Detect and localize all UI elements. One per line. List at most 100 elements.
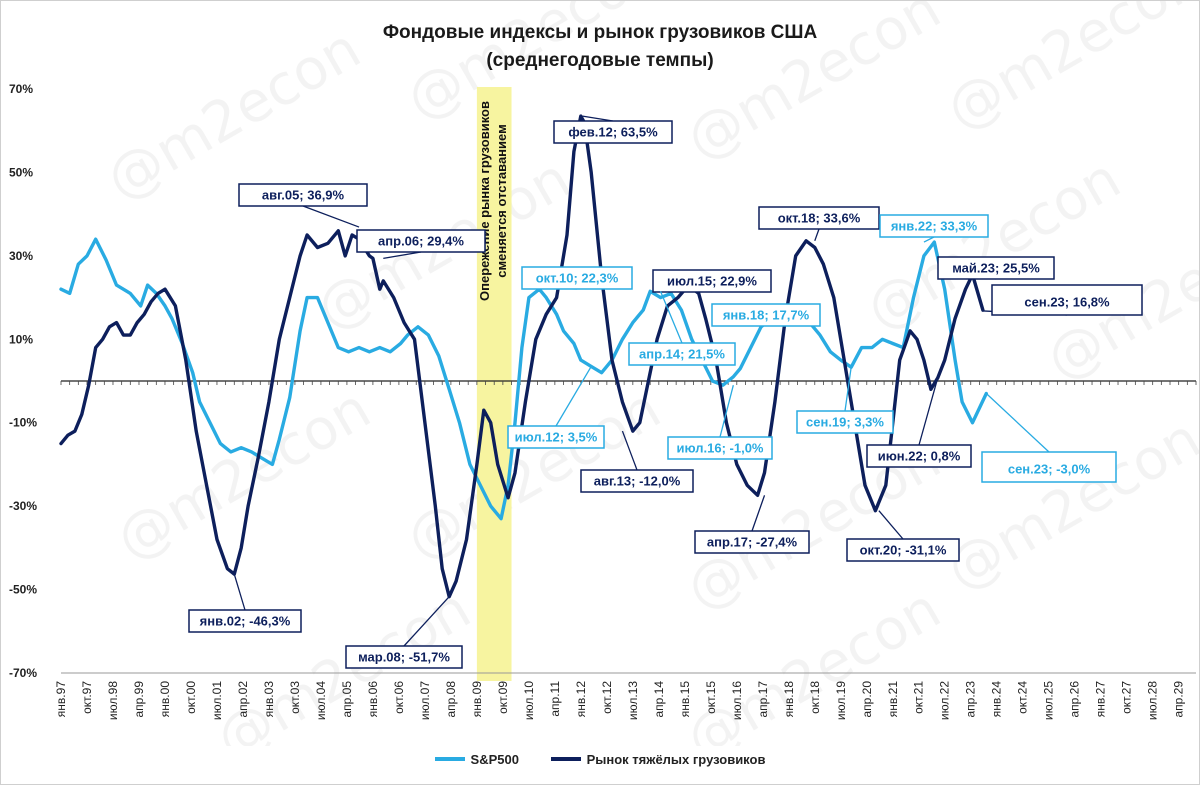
x-tick-label: апр.08	[444, 681, 458, 718]
annotation-label: окт.18; 33,6%	[778, 211, 861, 226]
x-tick-label: июл.28	[1146, 681, 1160, 720]
x-tick-label: апр.99	[132, 681, 146, 718]
annotation: мар.08; -51,7%	[345, 596, 463, 669]
legend-label-trucks: Рынок тяжёлых грузовиков	[586, 751, 766, 767]
legend-swatch-sp500	[434, 757, 465, 761]
chart-plot: @m2econ@m2econ@m2econ@m2econ@m2econ@m2ec…	[9, 1, 1200, 746]
x-tick-label: апр.17	[756, 681, 770, 718]
annotation-box	[580, 469, 694, 493]
annotation-box	[356, 229, 486, 253]
series-line-sp500	[59, 237, 988, 521]
annotation-box	[758, 206, 880, 230]
annotation: апр.06; 29,4%	[356, 229, 486, 260]
annotation-leader-line	[233, 573, 246, 611]
annotation-label: май.23; 25,5%	[952, 261, 1040, 276]
annotation: окт.10; 22,3%	[521, 266, 633, 290]
annotation-label: апр.14; 21,5%	[639, 347, 725, 362]
annotation-leader-line	[302, 205, 360, 228]
annotation-leader-line	[719, 385, 734, 438]
x-tick-label: янв.00	[158, 681, 172, 718]
annotation-label: авг.05; 36,9%	[262, 188, 345, 203]
chart-legend: S&P500 Рынок тяжёлых грузовиков	[1, 749, 1199, 767]
annotation-leader-line	[383, 251, 422, 260]
annotation-box	[553, 120, 673, 144]
legend-swatch-trucks	[550, 757, 581, 761]
annotation: май.23; 25,5%	[937, 256, 1055, 280]
legend-label-sp500: S&P500	[470, 751, 519, 767]
annotation: июл.15; 22,9%	[652, 269, 772, 293]
annotation-label: авг.13; -12,0%	[594, 474, 681, 489]
x-tick-label: июл.07	[418, 681, 432, 720]
x-tick-label: янв.12	[574, 681, 588, 718]
annotation: авг.13; -12,0%	[580, 430, 694, 493]
annotation-leader-line	[985, 393, 1050, 453]
annotation-box	[521, 266, 633, 290]
watermark-text: @m2econ	[936, 406, 1200, 603]
annotation-leader-line	[878, 510, 904, 540]
annotation-leader-line	[555, 366, 592, 427]
annotation-label: июл.12; 3,5%	[515, 430, 598, 445]
annotation-label: сен.19; 3,3%	[806, 415, 884, 430]
x-tick-label: апр.26	[1068, 681, 1082, 718]
x-tick-label: янв.97	[54, 681, 68, 718]
annotation-label: июн.22; 0,8%	[878, 449, 961, 464]
x-tick-label: окт.09	[496, 681, 510, 714]
y-tick-label: -10%	[9, 416, 37, 430]
annotation-box	[711, 303, 821, 327]
x-tick-label: окт.03	[288, 681, 302, 714]
annotation-leader-line	[918, 377, 939, 446]
x-tick-label: апр.29	[1172, 681, 1186, 718]
x-tick-label: янв.21	[886, 681, 900, 718]
x-tick-label: окт.18	[808, 681, 822, 714]
annotation-box	[345, 645, 463, 669]
x-tick-label: апр.20	[860, 681, 874, 718]
annotation-box	[991, 284, 1143, 316]
annotation: окт.20; -31,1%	[846, 510, 960, 562]
annotation-label: мар.08; -51,7%	[358, 650, 450, 665]
annotation-box	[694, 530, 810, 554]
annotation: авг.05; 36,9%	[238, 183, 368, 228]
x-tick-label: янв.24	[990, 681, 1004, 718]
x-tick-label: окт.27	[1120, 681, 1134, 714]
x-tick-label: окт.15	[704, 681, 718, 714]
x-tick-label: янв.03	[262, 681, 276, 718]
annotation: янв.18; 17,7%	[711, 303, 821, 327]
y-tick-label: -70%	[9, 666, 37, 680]
annotation: апр.17; -27,4%	[694, 495, 810, 554]
y-tick-label: 70%	[9, 82, 33, 96]
annotation-label: июл.16; -1,0%	[676, 441, 763, 456]
annotation: сен.23; -3,0%	[981, 393, 1117, 483]
annotation-label: сен.23; -3,0%	[1008, 461, 1091, 476]
x-tick-label: апр.02	[236, 681, 250, 718]
annotation: янв.02; -46,3%	[188, 573, 302, 633]
annotation-box	[879, 214, 989, 238]
x-tick-label: июл.10	[522, 681, 536, 720]
y-tick-label: 30%	[9, 249, 33, 263]
x-tick-label: янв.09	[470, 681, 484, 718]
series-line-trucks	[59, 114, 985, 599]
highlight-band-label-line1: Опережение рынка грузовиков	[477, 101, 492, 301]
y-tick-label: 50%	[9, 165, 33, 179]
legend-item-sp500: S&P500	[434, 751, 519, 767]
annotation-label: янв.18; 17,7%	[723, 308, 810, 323]
annotation: июл.16; -1,0%	[667, 385, 773, 460]
annotation: янв.22; 33,3%	[879, 214, 989, 243]
annotation-box	[937, 256, 1055, 280]
highlight-band-label-line2: сменяется отставанием	[494, 124, 509, 277]
x-tick-label: янв.27	[1094, 681, 1108, 718]
y-tick-label: 10%	[9, 332, 33, 346]
annotation-label: окт.10; 22,3%	[536, 271, 619, 286]
x-tick-label: окт.21	[912, 681, 926, 714]
x-tick-label: янв.15	[678, 681, 692, 718]
annotation-label: июл.15; 22,9%	[667, 274, 757, 289]
annotation-label: окт.20; -31,1%	[860, 543, 947, 558]
x-tick-label: окт.24	[1016, 681, 1030, 714]
x-tick-label: июл.16	[730, 681, 744, 720]
annotation-leader-line	[923, 236, 935, 243]
chart-title-line1: Фондовые индексы и рынок грузовиков США	[382, 22, 818, 43]
annotation-label: сен.23; 16,8%	[1024, 294, 1110, 309]
watermark-text: @m2econ	[676, 1, 952, 173]
annotation: июл.12; 3,5%	[507, 366, 605, 449]
annotation: фев.12; 63,5%	[553, 115, 673, 144]
